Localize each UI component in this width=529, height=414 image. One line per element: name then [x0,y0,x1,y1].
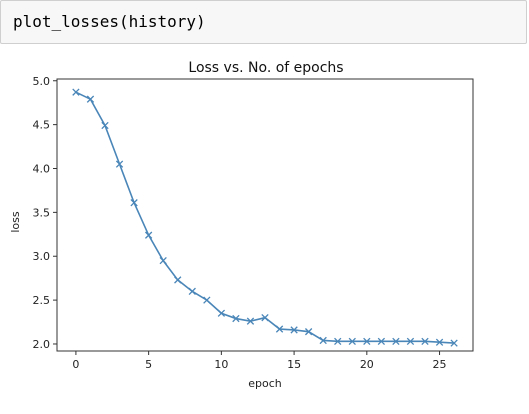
data-point [159,256,167,265]
y-tick-label: 4.5 [33,119,51,132]
data-point [86,95,95,103]
y-tick-label: 5.0 [33,75,51,88]
x-tick-label: 20 [360,358,374,371]
data-point [130,199,138,207]
data-point [348,337,356,346]
data-point [246,317,255,325]
data-point [101,121,109,130]
x-tick-label: 10 [214,358,228,371]
x-tick-label: 25 [433,358,447,371]
y-tick-label: 2.0 [33,338,51,351]
y-axis-title: loss [9,211,22,233]
data-point [319,336,327,345]
data-point [232,314,240,323]
data-point [144,231,153,239]
loss-series [72,88,458,347]
data-point [304,328,313,336]
data-point [363,337,371,346]
data-point [450,339,458,347]
y-axis: 2.0 2.5 3.0 3.5 4.0 4.5 5.0 [33,75,57,351]
data-point [421,337,429,346]
data-point [392,337,400,346]
data-point [261,313,269,322]
chart-title: Loss vs. No. of epochs [188,60,343,76]
data-point [377,337,386,346]
y-tick-label: 2.5 [33,294,51,307]
y-tick-label: 4.0 [33,162,51,175]
y-tick-label: 3.5 [33,206,51,219]
x-tick-label: 0 [72,358,79,371]
data-point [174,276,182,284]
code-text: plot_losses(history) [13,12,206,31]
y-tick-label: 3.0 [33,250,51,263]
data-point [188,287,196,295]
x-axis: 0 5 10 15 20 25 [72,351,447,371]
data-point [290,326,298,334]
x-tick-label: 5 [145,358,152,371]
data-point [115,160,124,168]
data-point [275,325,284,333]
data-point [435,338,444,346]
data-point [217,309,226,317]
x-tick-label: 15 [287,358,301,371]
data-point [72,88,80,96]
data-point [334,337,342,346]
plot-area [56,78,474,352]
loss-chart: Loss vs. No. of epochs 2.0 2.5 3.0 3.5 4.0 4.… [9,60,474,390]
data-point [203,296,211,304]
data-point [406,337,415,346]
x-axis-title: epoch [248,377,282,390]
code-cell[interactable]: plot_losses(history) [0,0,527,44]
